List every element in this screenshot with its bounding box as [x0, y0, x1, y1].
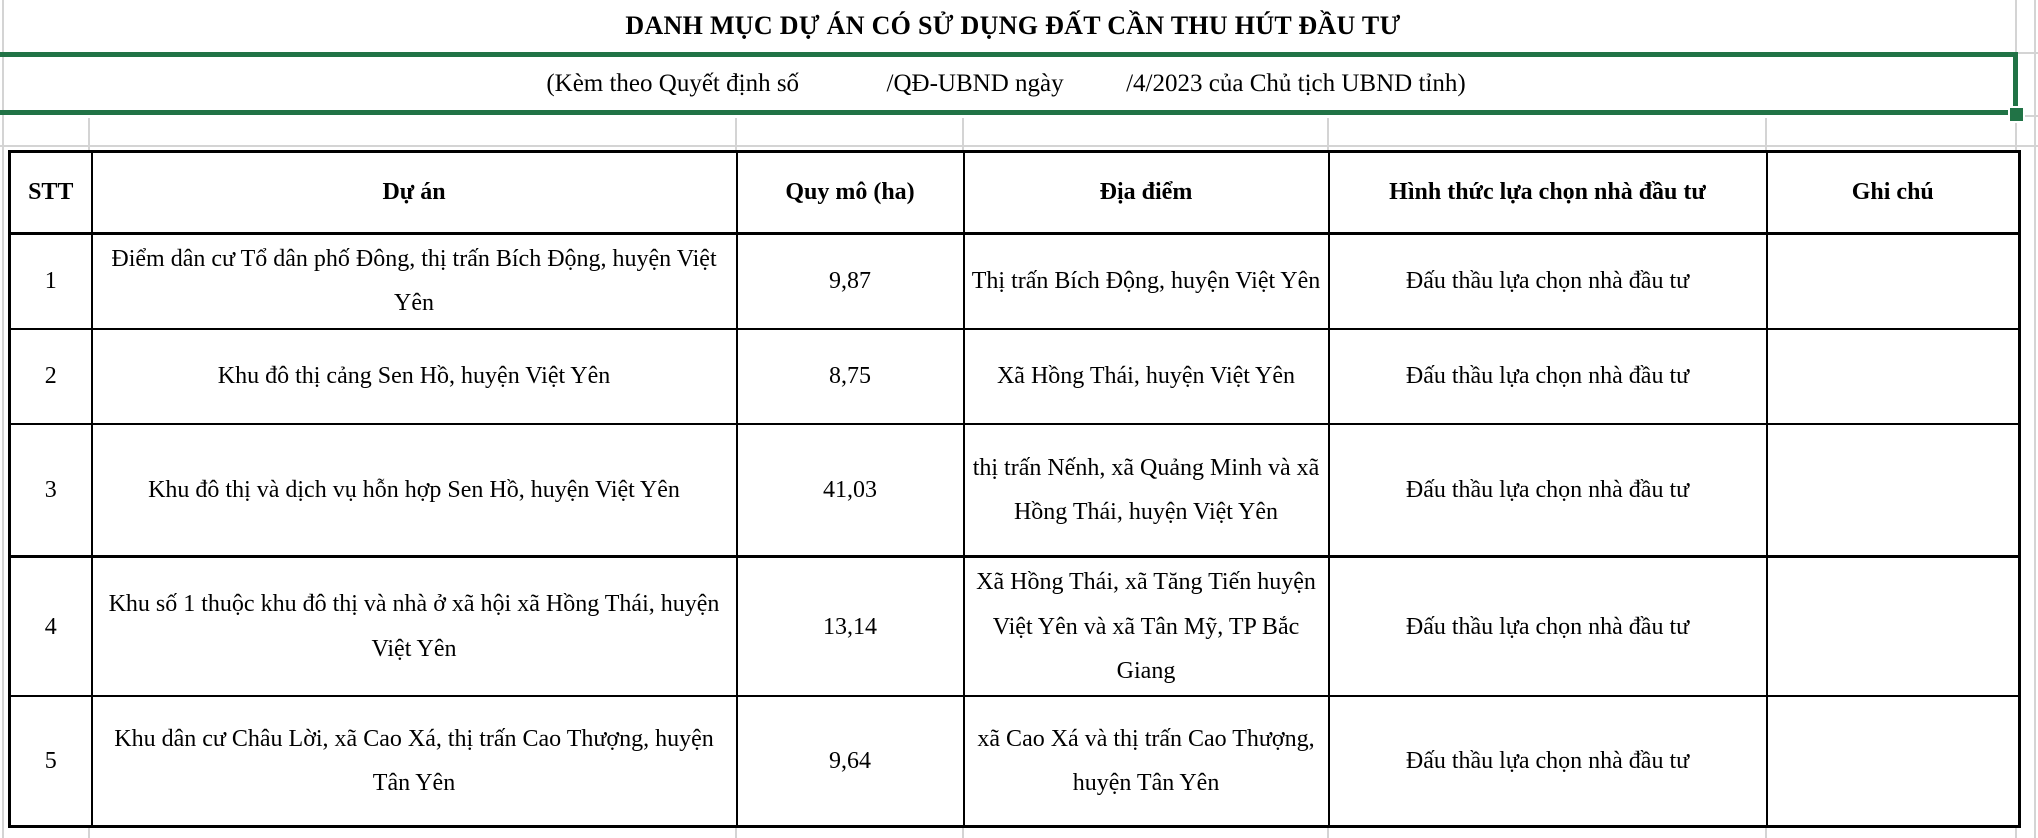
cell-location[interactable]: Thị trấn Bích Động, huyện Việt Yên	[962, 232, 1330, 330]
cell-area[interactable]: 9,64	[735, 695, 965, 828]
cell-stt[interactable]: 3	[8, 422, 93, 558]
cell-project[interactable]: Khu số 1 thuộc khu đô thị và nhà ở xã hộ…	[90, 555, 738, 698]
document-subtitle: (Kèm theo Quyết định số /QĐ-UBND ngày /4…	[546, 69, 1466, 97]
cell-note[interactable]	[1765, 555, 2021, 698]
cell-project[interactable]: Khu đô thị và dịch vụ hỗn hợp Sen Hồ, hu…	[90, 422, 738, 558]
gridline-col-hinhthuc-bottom	[1765, 822, 1767, 838]
cell-area[interactable]: 13,14	[735, 555, 965, 698]
cell-note[interactable]	[1765, 232, 2021, 330]
cell-method[interactable]: Đấu thầu lựa chọn nhà đầu tư	[1327, 695, 1768, 828]
selected-cell-range[interactable]: (Kèm theo Quyết định số /QĐ-UBND ngày /4…	[0, 52, 2018, 115]
gridline-col-quymo-bottom	[962, 822, 964, 838]
cell-project[interactable]: Khu dân cư Châu Lời, xã Cao Xá, thị trấn…	[90, 695, 738, 828]
gridline-col-diadiem-bottom	[1327, 822, 1329, 838]
cell-method[interactable]: Đấu thầu lựa chọn nhà đầu tư	[1327, 422, 1768, 558]
cell-area[interactable]: 8,75	[735, 327, 965, 425]
cell-note[interactable]	[1765, 327, 2021, 425]
cell-project[interactable]: Điểm dân cư Tổ dân phố Đông, thị trấn Bí…	[90, 232, 738, 330]
gridline-col-duan-bottom	[735, 822, 737, 838]
cell-method[interactable]: Đấu thầu lựa chọn nhà đầu tư	[1327, 232, 1768, 330]
cell-method[interactable]: Đấu thầu lựa chọn nhà đầu tư	[1327, 555, 1768, 698]
col-header-area[interactable]: Quy mô (ha)	[735, 150, 965, 235]
cell-location[interactable]: Xã Hồng Thái, xã Tăng Tiến huyện Việt Yê…	[962, 555, 1330, 698]
page-title: DANH MỤC DỰ ÁN CÓ SỬ DỤNG ĐẤT CẦN THU HÚ…	[625, 11, 1401, 40]
gridline-left-edge	[2, 0, 4, 838]
cell-note[interactable]	[1765, 695, 2021, 828]
cell-stt[interactable]: 1	[8, 232, 93, 330]
gridline-row-bottom-right	[2018, 115, 2038, 117]
table-row: 1 Điểm dân cư Tổ dân phố Đông, thị trấn …	[8, 232, 2021, 330]
col-header-location[interactable]: Địa điểm	[962, 150, 1330, 235]
gridline-far-right	[2034, 0, 2036, 838]
table-row: 3 Khu đô thị và dịch vụ hỗn hợp Sen Hồ, …	[8, 422, 2021, 558]
table-row: 5 Khu dân cư Châu Lời, xã Cao Xá, thị tr…	[8, 695, 2021, 828]
table-row: 2 Khu đô thị cảng Sen Hồ, huyện Việt Yên…	[8, 327, 2021, 425]
gridline-col-diadiem-gap	[1327, 118, 1329, 150]
col-header-project[interactable]: Dự án	[90, 150, 738, 235]
table-row: 4 Khu số 1 thuộc khu đô thị và nhà ở xã …	[8, 555, 2021, 698]
gridline-row-top-right	[2018, 52, 2038, 54]
col-header-stt[interactable]: STT	[8, 150, 93, 235]
gridline-col-stt-gap	[88, 118, 90, 150]
gridline-col-duan-gap	[735, 118, 737, 150]
cell-area[interactable]: 9,87	[735, 232, 965, 330]
gridline-col-quymo-gap	[962, 118, 964, 150]
cell-stt[interactable]: 4	[8, 555, 93, 698]
col-header-note[interactable]: Ghi chú	[1765, 150, 2021, 235]
gridline-col-stt-bottom	[88, 822, 90, 838]
cell-location[interactable]: xã Cao Xá và thị trấn Cao Thượng, huyện …	[962, 695, 1330, 828]
selection-fill-handle[interactable]	[2010, 108, 2023, 121]
cell-stt[interactable]: 5	[8, 695, 93, 828]
gridline-row-above-table	[0, 145, 2038, 147]
cell-area[interactable]: 41,03	[735, 422, 965, 558]
projects-table: STT Dự án Quy mô (ha) Địa điểm Hình thức…	[8, 150, 2021, 828]
cell-method[interactable]: Đấu thầu lựa chọn nhà đầu tư	[1327, 327, 1768, 425]
col-header-method[interactable]: Hình thức lựa chọn nhà đầu tư	[1327, 150, 1768, 235]
cell-stt[interactable]: 2	[8, 327, 93, 425]
cell-note[interactable]	[1765, 422, 2021, 558]
cell-location[interactable]: Xã Hồng Thái, huyện Việt Yên	[962, 327, 1330, 425]
gridline-col-hinhthuc-gap	[1765, 118, 1767, 150]
table-header-row: STT Dự án Quy mô (ha) Địa điểm Hình thức…	[8, 150, 2021, 235]
cell-project[interactable]: Khu đô thị cảng Sen Hồ, huyện Việt Yên	[90, 327, 738, 425]
cell-location[interactable]: thị trấn Nếnh, xã Quảng Minh và xã Hồng …	[962, 422, 1330, 558]
